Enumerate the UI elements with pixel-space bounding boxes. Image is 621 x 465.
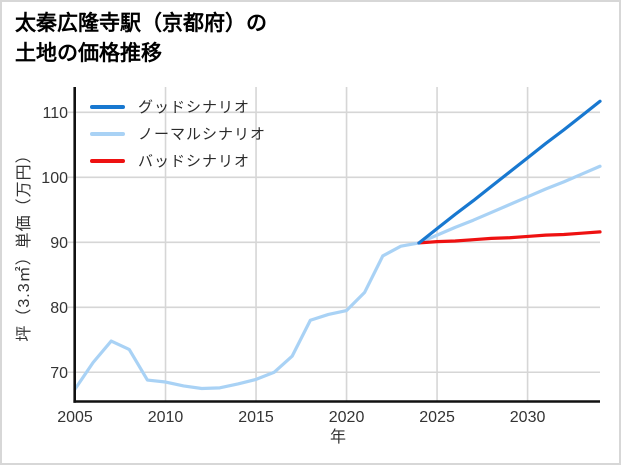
y-tick-label: 80: [50, 300, 68, 317]
legend-swatch-icon: [90, 104, 125, 109]
series-line-1: [73, 164, 602, 391]
y-tick-label: 70: [50, 365, 68, 382]
x-tick-label: 2030: [510, 409, 546, 426]
x-tick-label: 2020: [329, 409, 365, 426]
legend: グッドシナリオ ノーマルシナリオ バッドシナリオ: [90, 93, 266, 174]
series-line-0: [417, 99, 602, 245]
legend-label: グッドシナリオ: [138, 99, 251, 116]
legend-swatch-icon: [90, 158, 125, 163]
y-tick-label: 90: [50, 235, 68, 252]
x-tick-label: 2010: [148, 409, 184, 426]
x-axis-label: 年: [329, 429, 347, 446]
y-axis-label: 坪（3.3㎡）単価（万円）: [16, 146, 33, 342]
series-line-2: [417, 230, 602, 245]
legend-item-0: グッドシナリオ: [90, 93, 266, 120]
legend-item-1: ノーマルシナリオ: [90, 120, 266, 147]
x-tick-label: 2015: [238, 409, 274, 426]
chart-title: 太秦広隆寺駅（京都府）の 土地の価格推移: [15, 9, 267, 69]
legend-label: ノーマルシナリオ: [138, 126, 267, 143]
legend-label: バッドシナリオ: [138, 153, 251, 170]
x-tick-label: 2005: [57, 409, 93, 426]
legend-item-2: バッドシナリオ: [90, 147, 266, 174]
y-tick-label: 100: [41, 170, 68, 187]
y-tick-label: 110: [42, 105, 68, 122]
chart-title-line2: 土地の価格推移: [15, 42, 162, 65]
legend-swatch-icon: [90, 131, 125, 136]
chart-title-line1: 太秦広隆寺駅（京都府）の: [15, 12, 267, 35]
x-tick-label: 2025: [419, 409, 455, 426]
